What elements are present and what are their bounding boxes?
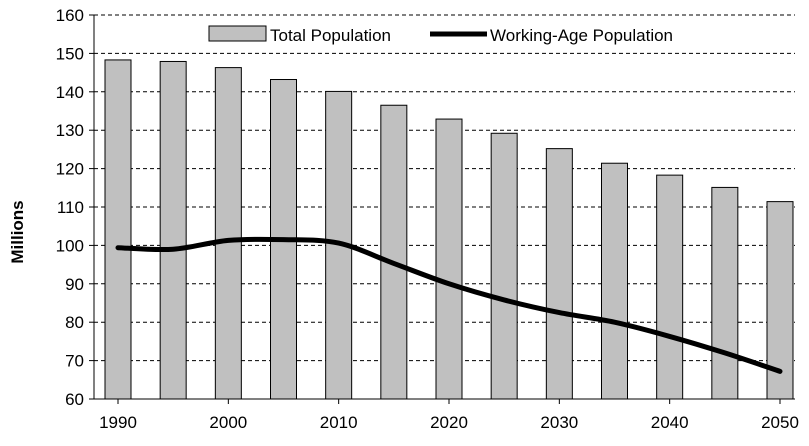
- y-tick-label-100: 100: [56, 236, 84, 255]
- y-tick-label-140: 140: [56, 83, 84, 102]
- bar-2035: [601, 162, 628, 400]
- bar-series: [104, 59, 794, 400]
- x-tick-label-2050: 2050: [761, 413, 799, 432]
- legend-bar-swatch: [208, 25, 267, 42]
- y-axis-title: Millions: [8, 200, 27, 263]
- y-tick-label-60: 60: [65, 390, 84, 409]
- x-tick-label-2030: 2030: [540, 413, 578, 432]
- x-tick-label-1990: 1990: [99, 413, 137, 432]
- bar-1990: [104, 59, 132, 400]
- x-tick-label-2000: 2000: [209, 413, 247, 432]
- legend-label-total-population: Total Population: [270, 26, 391, 45]
- bar-2045: [711, 186, 739, 400]
- y-tick-label-130: 130: [56, 121, 84, 140]
- y-tick-label-90: 90: [65, 275, 84, 294]
- working-age-population-line: [115, 236, 783, 374]
- bar-2030: [545, 148, 573, 400]
- bar-2020: [435, 118, 463, 400]
- bar-1995: [159, 60, 187, 400]
- bar-2015: [380, 104, 408, 400]
- bar-2000: [214, 67, 242, 400]
- x-tick-labels: 1990 2000 2010 2020 2030 2040 2050: [99, 413, 799, 432]
- line-series: [115, 236, 783, 374]
- legend-label-working-age-population: Working-Age Population: [490, 26, 673, 45]
- legend: Total Population Working-Age Population: [208, 25, 673, 45]
- y-tick-label-70: 70: [65, 352, 84, 371]
- y-tick-label-160: 160: [56, 6, 84, 25]
- y-tick-label-80: 80: [65, 313, 84, 332]
- bar-2040: [656, 174, 684, 400]
- x-tick-label-2040: 2040: [651, 413, 689, 432]
- y-tick-label-110: 110: [57, 198, 84, 217]
- y-tick-labels: 60 70 80 90 100 110 120 130 140 150 160: [56, 6, 84, 409]
- bar-2025: [490, 132, 518, 400]
- x-tick-label-2020: 2020: [430, 413, 468, 432]
- y-tick-label-120: 120: [56, 160, 84, 179]
- y-tick-label-150: 150: [56, 44, 84, 63]
- x-tick-label-2010: 2010: [320, 413, 358, 432]
- axes: [89, 14, 795, 404]
